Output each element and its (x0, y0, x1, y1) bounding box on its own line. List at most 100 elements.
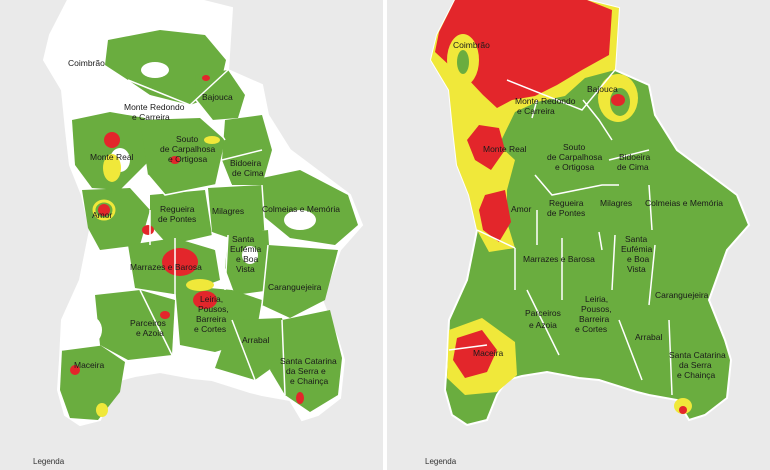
left-label-colmeias: Colmeias e Memória (262, 204, 340, 214)
left-red-bajouca (202, 75, 210, 81)
right-label-souto-3: e Ortigosa (555, 162, 594, 172)
left-label-santa-catarina-3: e Chainça (290, 376, 329, 386)
left-yellow-maceira (96, 403, 108, 417)
left-label-arrabal: Arrabal (242, 335, 270, 345)
left-label-milagres: Milagres (212, 206, 244, 216)
right-label-santa-catarina-1: Santa Catarina (669, 350, 726, 360)
right-label-colmeias: Colmeias e Memória (645, 198, 723, 208)
legend-label-right: Legenda (425, 457, 457, 466)
right-label-monte-real: Monte Real (483, 144, 527, 154)
right-red-north (435, 0, 612, 108)
left-label-coimbrao: Coimbrão (68, 58, 105, 68)
legend-label-left: Legenda (33, 457, 65, 466)
left-label-souto-1: Souto (176, 134, 198, 144)
left-green-milagres (208, 185, 265, 240)
left-yellow-amor (92, 199, 116, 221)
left-label-santa-catarina-1: Santa Catarina (280, 356, 337, 366)
right-label-coimbrao: Coimbrão (453, 40, 490, 50)
right-boundaries (448, 69, 673, 396)
left-red-regueira (142, 225, 154, 235)
right-label-leiria-2: Pousos, (581, 304, 612, 314)
left-label-caranguejeira: Caranguejeira (268, 282, 322, 292)
right-label-bidoeira-1: Bidoeira (619, 152, 650, 162)
left-green-souto (140, 118, 225, 195)
left-label-leiria-4: e Cortes (194, 324, 226, 334)
left-label-regueira-2: de Pontes (158, 214, 196, 224)
left-green-arrabal (215, 318, 290, 380)
left-yellow-marrazes (186, 279, 214, 291)
right-red-bajouca (611, 94, 625, 106)
left-label-maceira: Maceira (74, 360, 105, 370)
right-label-caranguejeira: Caranguejeira (655, 290, 709, 300)
right-label-parceiros-1: Parceiros (525, 308, 561, 318)
left-green-santacatarina (270, 310, 342, 412)
left-map[interactable]: Coimbrão Monte Redondo e Carreira Bajouc… (0, 0, 383, 470)
left-label-monte-redondo-1: Monte Redondo (124, 102, 185, 112)
panel-divider (383, 0, 387, 470)
left-green-colmeias (262, 170, 358, 245)
left-label-santa-eufemia-4: Vista (236, 264, 255, 274)
left-red-maceira (70, 365, 80, 375)
right-green-coimbrao (457, 50, 469, 74)
left-label-monte-real: Monte Real (90, 152, 134, 162)
left-yellow-montereal (103, 154, 121, 182)
left-red-marrazes (162, 248, 198, 276)
left-label-amor: Amor (92, 210, 112, 220)
left-label-regueira-1: Regueira (160, 204, 195, 214)
left-label-bidoeira-1: Bidoeira (230, 158, 261, 168)
left-label-monte-redondo-2: e Carreira (132, 112, 170, 122)
right-label-bajouca: Bajouca (587, 84, 618, 94)
right-label-leiria-3: Barreira (579, 314, 610, 324)
left-green-parceiros (95, 290, 175, 360)
left-label-souto-2: de Carpalhosa (160, 144, 216, 154)
right-map[interactable]: Coimbrão Monte Redondo e Carreira Bajouc… (387, 0, 770, 470)
left-white-hole-1 (141, 62, 169, 78)
right-label-souto-2: de Carpalhosa (547, 152, 603, 162)
left-label-marrazes: Marrazes e Barosa (130, 262, 202, 272)
left-boundaries (61, 69, 286, 396)
right-label-amor: Amor (511, 204, 531, 214)
right-label-santa-catarina-2: da Serra (679, 360, 712, 370)
left-red-montereal (104, 132, 120, 148)
left-label-santa-eufemia-3: e Boa (236, 254, 258, 264)
left-white-hole-5 (242, 246, 258, 264)
left-green-bajouca (195, 70, 245, 120)
right-label-santa-eufemia-4: Vista (627, 264, 646, 274)
right-label-santa-catarina-3: e Chainça (677, 370, 716, 380)
right-red-montereal (467, 125, 505, 170)
left-label-bidoeira-2: de Cima (232, 168, 264, 178)
left-label-souto-3: e Ortigosa (168, 154, 207, 164)
right-label-monte-redondo-1: Monte Redondo (515, 96, 576, 106)
left-label-parceiros-1: Parceiros (130, 318, 166, 328)
right-label-regueira-2: de Pontes (547, 208, 585, 218)
left-green-caranguejeira (262, 245, 338, 318)
right-label-souto-1: Souto (563, 142, 585, 152)
left-yellow-bidoeira (204, 136, 220, 144)
left-label-santa-eufemia-1: Santa (232, 234, 254, 244)
right-label-monte-redondo-2: e Carreira (517, 106, 555, 116)
right-label-leiria-4: e Cortes (575, 324, 607, 334)
left-label-santa-eufemia-2: Eufémia (230, 244, 261, 254)
left-red-leiria (193, 291, 217, 309)
right-label-arrabal: Arrabal (635, 332, 663, 342)
left-white-hole-3 (284, 210, 316, 230)
right-label-regueira-1: Regueira (549, 198, 584, 208)
left-red-parceiros (160, 311, 170, 319)
left-green-maceira (60, 345, 125, 420)
left-label-leiria-2: Pousos, (198, 304, 229, 314)
right-label-santa-eufemia-1: Santa (625, 234, 647, 244)
right-label-milagres: Milagres (600, 198, 632, 208)
left-label-parceiros-2: e Azoia (136, 328, 164, 338)
left-red-amor (98, 204, 110, 216)
right-label-santa-eufemia-3: e Boa (627, 254, 649, 264)
right-label-marrazes: Marrazes e Barosa (523, 254, 595, 264)
right-label-santa-eufemia-2: Eufémia (621, 244, 652, 254)
right-label-maceira: Maceira (473, 348, 504, 358)
left-label-santa-catarina-2: da Serra e (286, 366, 326, 376)
right-label-bidoeira-2: de Cima (617, 162, 649, 172)
left-label-bajouca: Bajouca (202, 92, 233, 102)
left-label-leiria-3: Barreira (196, 314, 227, 324)
left-red-santacatarina (296, 392, 304, 404)
right-red-santacatarina (679, 406, 687, 414)
left-green-bidoeira (222, 115, 272, 185)
